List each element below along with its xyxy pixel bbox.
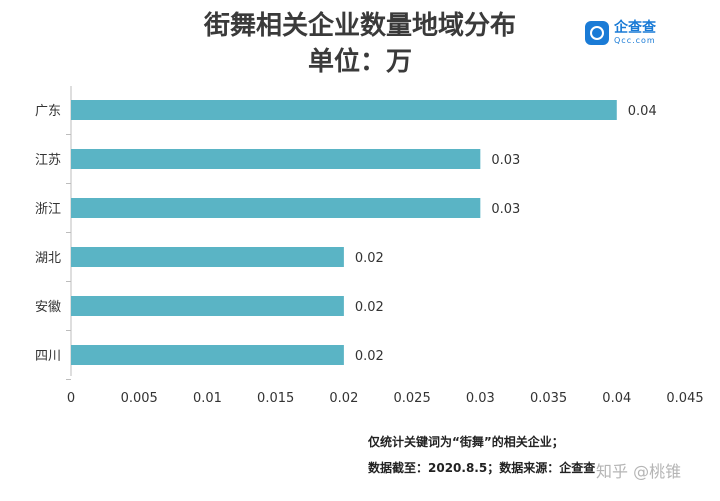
category-label: 安徽	[35, 300, 61, 315]
bar	[71, 149, 481, 169]
chart-title: 街舞相关企业数量地域分布	[203, 11, 516, 41]
value-label: 0.03	[491, 153, 520, 168]
qcc-logo: 企查查 Qcc.com	[585, 20, 656, 45]
value-label: 0.04	[628, 104, 657, 119]
logo-cn-text: 企查查	[614, 20, 656, 36]
x-tick-label: 0.01	[193, 391, 222, 406]
bar	[71, 247, 344, 267]
bar	[71, 100, 617, 120]
value-label: 0.02	[355, 349, 384, 364]
x-tick-label: 0.025	[394, 391, 431, 406]
category-label: 广东	[35, 104, 61, 119]
category-label: 浙江	[35, 202, 61, 217]
logo-en-text: Qcc.com	[614, 36, 656, 45]
chart-subtitle: 单位：万	[307, 47, 412, 77]
value-label: 0.03	[491, 202, 520, 217]
value-label: 0.02	[355, 300, 384, 315]
x-tick-label: 0.04	[602, 391, 631, 406]
bar	[71, 345, 344, 365]
x-tick-label: 0.03	[466, 391, 495, 406]
x-tick-label: 0.005	[121, 391, 158, 406]
chart-title-block: 街舞相关企业数量地域分布 单位：万	[0, 8, 720, 80]
bar	[71, 296, 344, 316]
category-label: 湖北	[35, 251, 61, 266]
category-label: 四川	[35, 349, 61, 364]
x-tick-label: 0.015	[257, 391, 294, 406]
footnote-scope: 仅统计关键词为“街舞”的相关企业；	[368, 435, 564, 449]
value-label: 0.02	[355, 251, 384, 266]
x-tick-label: 0.02	[329, 391, 358, 406]
footnote-source: 数据截至：2020.8.5；数据来源：企查查	[368, 461, 596, 475]
category-label: 江苏	[35, 152, 61, 168]
watermark: 知乎 @桃锥	[596, 462, 682, 481]
x-tick-label: 0.045	[666, 391, 703, 406]
bar	[71, 198, 481, 218]
x-tick-label: 0	[67, 391, 75, 406]
qcc-logo-icon	[585, 20, 609, 45]
x-tick-label: 0.035	[530, 391, 567, 406]
